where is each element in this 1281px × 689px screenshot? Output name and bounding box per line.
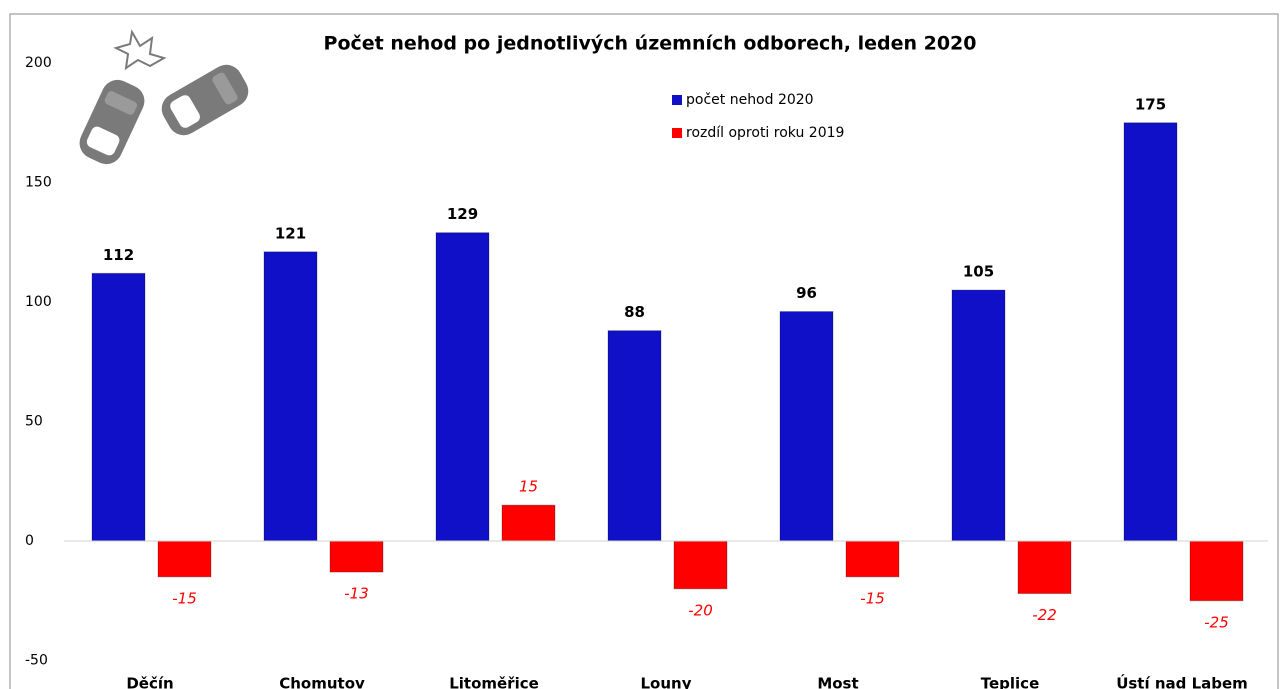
bar: [607, 330, 662, 542]
bar: [1123, 122, 1178, 542]
x-tick-label: Ústí nad Labem: [1116, 674, 1248, 689]
x-tick-label: Most: [817, 675, 858, 689]
bar: [329, 540, 384, 573]
data-label: 96: [796, 284, 817, 302]
data-label: -20: [688, 601, 713, 619]
legend-swatch: [672, 95, 682, 105]
bar: [435, 232, 490, 542]
bar: [501, 504, 556, 542]
y-tick-label: 0: [25, 533, 34, 549]
bar: [845, 540, 900, 578]
data-label: 121: [275, 224, 306, 242]
data-label: 112: [103, 246, 134, 264]
bar: [1017, 540, 1072, 595]
bar: [1189, 540, 1244, 602]
data-label: -22: [1032, 606, 1057, 624]
chart-title: Počet nehod po jednotlivých územních odb…: [324, 33, 977, 55]
x-tick-label: Litoměřice: [449, 675, 539, 689]
bar: [673, 540, 728, 590]
y-tick-label: 200: [25, 55, 52, 71]
bar: [951, 289, 1006, 542]
bar: [91, 272, 146, 542]
y-tick-label: -50: [25, 653, 48, 669]
y-tick-label: 100: [25, 294, 52, 310]
data-label: -15: [172, 589, 197, 607]
crash-icon: [79, 29, 249, 165]
data-label: 175: [1135, 95, 1166, 113]
x-tick-label: Louny: [641, 675, 692, 689]
legend-label: rozdíl oproti roku 2019: [686, 125, 844, 141]
data-label: -15: [860, 589, 885, 607]
legend-label: počet nehod 2020: [686, 92, 814, 108]
data-label: -25: [1204, 613, 1229, 631]
data-label: 129: [447, 205, 478, 223]
data-label: 88: [624, 303, 645, 321]
legend-swatch: [672, 128, 682, 138]
y-tick-label: 150: [25, 175, 52, 191]
x-tick-label: Teplice: [981, 675, 1040, 689]
x-tick-label: Děčín: [126, 675, 173, 689]
bar: [157, 540, 212, 578]
y-tick-label: 50: [25, 414, 43, 430]
x-tick-label: Chomutov: [279, 675, 365, 689]
bar: [263, 251, 318, 542]
data-label: 15: [519, 478, 538, 496]
data-label: 105: [963, 263, 994, 281]
bar: [779, 311, 834, 542]
data-label: -13: [344, 585, 369, 603]
